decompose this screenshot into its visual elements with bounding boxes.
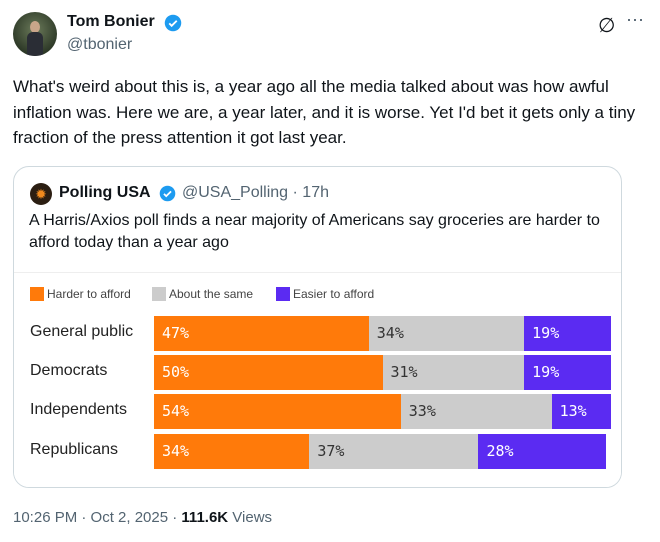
bar-segment: 47% [154, 316, 369, 351]
category-label: Democrats [30, 362, 108, 379]
quote-handle-time[interactable]: @USA_Polling · 17h [182, 184, 329, 202]
bar-segment: 13% [551, 394, 611, 429]
polling-usa-logo-icon: ✹ [30, 183, 52, 205]
bar-segment: 34% [154, 434, 310, 469]
legend-swatch [30, 287, 44, 301]
category-label: Independents [30, 401, 127, 418]
avatar[interactable] [13, 12, 57, 56]
bar-segment: 28% [478, 434, 607, 469]
legend-label: Easier to afford [293, 287, 375, 301]
tweet-meta: 10:26 PM · Oct 2, 2025 · 111.6K Views [13, 509, 272, 526]
verified-badge-icon [159, 185, 176, 202]
more-options-icon[interactable]: ⋯ [626, 10, 645, 30]
quoted-tweet[interactable]: ✹ Polling USA @USA_Polling · 17h A Harri… [13, 166, 622, 488]
bar-segment: 19% [524, 316, 611, 351]
bar-segment: 50% [154, 355, 383, 390]
legend-swatch [276, 287, 290, 301]
legend-label: Harder to afford [47, 287, 131, 301]
author-handle[interactable]: @tbonier [67, 36, 133, 53]
author-name[interactable]: Tom Bonier [67, 13, 155, 30]
views-label: Views [228, 509, 273, 526]
legend-item: Easier to afford [276, 287, 374, 301]
quote-text: A Harris/Axios poll finds a near majorit… [29, 212, 600, 251]
bar-segment: 31% [382, 355, 525, 390]
legend-label: About the same [169, 287, 254, 301]
poll-chart: Harder to afford About the same Easier to … [14, 272, 621, 487]
category-label: General public [30, 323, 134, 340]
tweet-text: What's weird about this is, a year ago a… [13, 77, 636, 147]
quote-time: · 17h [292, 184, 329, 201]
bar-segment: 33% [400, 394, 552, 429]
legend-item: Harder to afford [30, 287, 131, 301]
views-count: 111.6K [181, 509, 229, 526]
timestamp[interactable]: 10:26 PM · Oct 2, 2025 · [13, 509, 182, 526]
bar-segment: 19% [524, 355, 611, 390]
bar-segment: 54% [154, 394, 401, 429]
quote-handle[interactable]: @USA_Polling [182, 184, 289, 201]
grok-icon[interactable]: ∅ [598, 15, 616, 37]
legend-swatch [152, 287, 166, 301]
verified-badge-icon [164, 14, 182, 32]
bar-segment: 37% [309, 434, 479, 469]
bar-segment: 34% [368, 316, 525, 351]
category-label: Republicans [30, 441, 119, 458]
legend-item: About the same [152, 287, 253, 301]
quote-author-name[interactable]: Polling USA [59, 184, 151, 201]
